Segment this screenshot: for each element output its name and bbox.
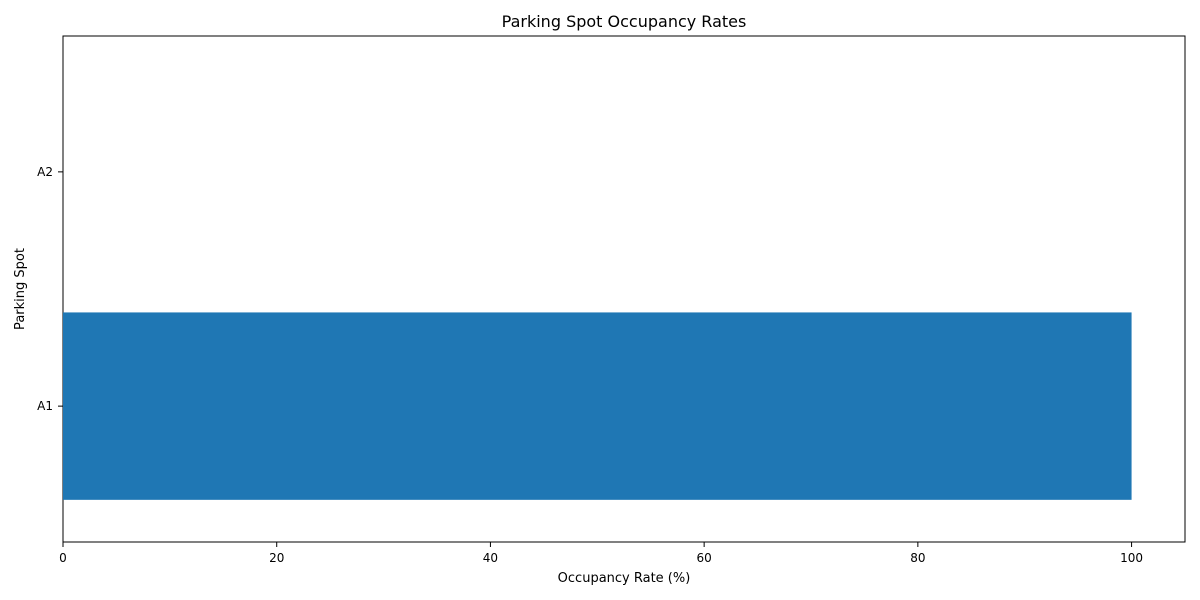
x-tick-label: 40 bbox=[483, 551, 498, 565]
bar-a1 bbox=[63, 312, 1132, 500]
y-tick-label: A2 bbox=[37, 165, 53, 179]
plot-area bbox=[62, 35, 1186, 543]
x-tick-label: 80 bbox=[910, 551, 925, 565]
y-axis-ticks: A1 A2 bbox=[37, 165, 63, 413]
chart-title: Parking Spot Occupancy Rates bbox=[502, 12, 747, 31]
y-axis-label: Parking Spot bbox=[13, 248, 28, 330]
x-tick-label: 0 bbox=[59, 551, 67, 565]
x-tick-label: 60 bbox=[697, 551, 712, 565]
bars-layer bbox=[63, 312, 1132, 500]
y-tick-label: A1 bbox=[37, 399, 53, 413]
x-tick-label: 100 bbox=[1120, 551, 1143, 565]
x-tick-label: 20 bbox=[269, 551, 284, 565]
x-axis-ticks: 0 20 40 60 80 100 bbox=[59, 542, 1143, 565]
x-axis-label: Occupancy Rate (%) bbox=[558, 571, 691, 586]
